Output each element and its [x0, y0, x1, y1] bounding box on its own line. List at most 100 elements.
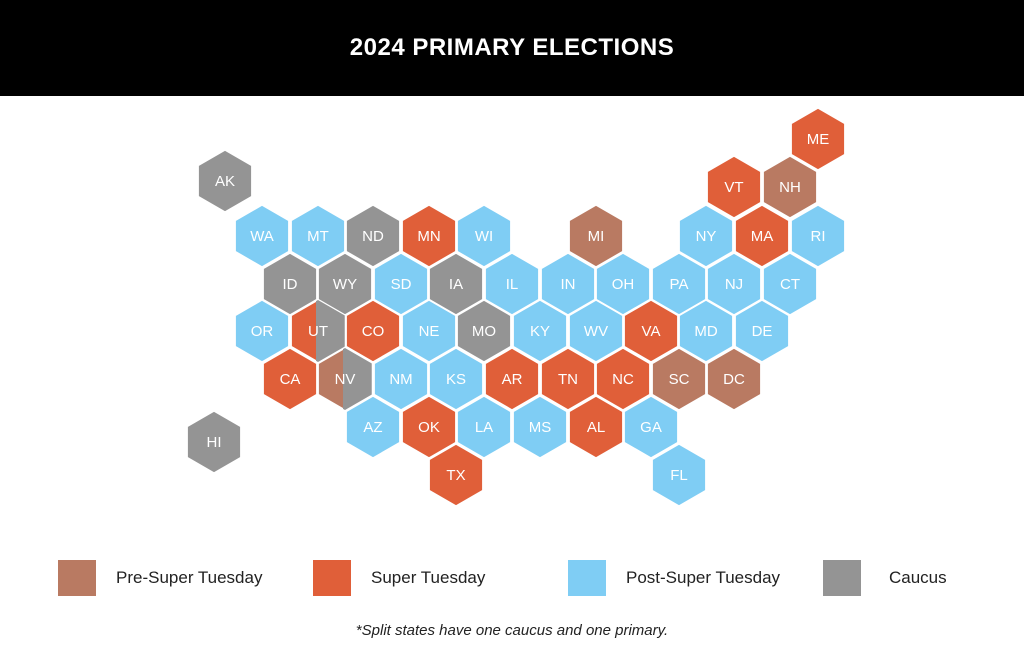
- state-tile-ms: [512, 395, 568, 459]
- state-label-ok: OK: [418, 419, 440, 436]
- legend-swatch-caucus: [823, 560, 861, 596]
- state-label-ny: NY: [696, 228, 717, 245]
- state-label-ct: CT: [780, 276, 800, 293]
- state-hex-ut: UT: [290, 299, 346, 363]
- state-hex-tn: TN: [540, 347, 596, 411]
- state-label-ms: MS: [529, 419, 552, 436]
- state-hex-sd: SD: [373, 252, 429, 316]
- legend-item-pre-super-tuesday: Pre-Super Tuesday: [58, 560, 262, 596]
- state-hex-ga: GA: [623, 395, 679, 459]
- state-tile-ri: [790, 204, 846, 268]
- state-tile-wa: [234, 204, 290, 268]
- state-hex-fl: FL: [651, 443, 707, 507]
- state-tile-me: [790, 107, 846, 171]
- legend-swatch-post: [568, 560, 606, 596]
- state-hex-ny: NY: [678, 204, 734, 268]
- state-label-wi: WI: [475, 228, 493, 245]
- state-hex-co: CO: [345, 299, 401, 363]
- state-tile-mn: [401, 204, 457, 268]
- footnote: *Split states have one caucus and one pr…: [355, 622, 669, 639]
- state-tile-hi: [186, 410, 242, 474]
- state-hex-ok: OK: [401, 395, 457, 459]
- state-label-nm: NM: [389, 371, 412, 388]
- state-label-mo: MO: [472, 323, 496, 340]
- state-hex-il: IL: [484, 252, 540, 316]
- state-tile-or: [234, 299, 290, 363]
- state-label-mi: MI: [588, 228, 605, 245]
- state-hex-ms: MS: [512, 395, 568, 459]
- state-label-id: ID: [283, 276, 298, 293]
- state-label-ut: UT: [308, 323, 328, 340]
- state-tile-in: [540, 252, 596, 316]
- state-label-me: ME: [807, 131, 830, 148]
- state-hex-in: IN: [540, 252, 596, 316]
- state-hex-wi: WI: [456, 204, 512, 268]
- state-label-ar: AR: [502, 371, 523, 388]
- state-hex-nm: NM: [373, 347, 429, 411]
- state-hex-mi: MI: [568, 204, 624, 268]
- state-hex-wa: WA: [234, 204, 290, 268]
- state-label-nh: NH: [779, 179, 801, 196]
- legend-item-super-tuesday: Super Tuesday: [313, 560, 485, 596]
- state-label-nj: NJ: [725, 276, 743, 293]
- state-hex-mt: MT: [290, 204, 346, 268]
- state-label-md: MD: [694, 323, 717, 340]
- state-tile-nh: [762, 155, 818, 219]
- state-label-tn: TN: [558, 371, 578, 388]
- state-tile-wv: [568, 299, 624, 363]
- state-tile-ca: [262, 347, 318, 411]
- state-tile-al: [568, 395, 624, 459]
- state-hex-oh: OH: [595, 252, 651, 316]
- legend-swatch-super: [313, 560, 351, 596]
- state-label-ga: GA: [640, 419, 662, 436]
- state-hex-nv: NV: [317, 347, 373, 411]
- state-tile-mi: [568, 204, 624, 268]
- state-hex-wv: WV: [568, 299, 624, 363]
- legend-item-caucus: Caucus: [823, 560, 947, 596]
- state-tile-dc: [706, 347, 762, 411]
- state-tile-wi: [456, 204, 512, 268]
- state-hex-dc: DC: [706, 347, 762, 411]
- state-hex-ar: AR: [484, 347, 540, 411]
- state-label-pa: PA: [670, 276, 689, 293]
- state-tile-mo: [456, 299, 512, 363]
- state-label-la: LA: [475, 419, 493, 436]
- state-tile-de: [734, 299, 790, 363]
- state-label-mt: MT: [307, 228, 329, 245]
- state-hex-sc: SC: [651, 347, 707, 411]
- state-tile-ak: [197, 149, 253, 213]
- state-hex-id: ID: [262, 252, 318, 316]
- state-label-va: VA: [642, 323, 661, 340]
- split-half-ut: [316, 300, 345, 362]
- state-label-ia: IA: [449, 276, 463, 293]
- state-label-in: IN: [561, 276, 576, 293]
- state-hex-ma: MA: [734, 204, 790, 268]
- map-title: 2024 PRIMARY ELECTIONS: [349, 34, 675, 61]
- state-hex-ky: KY: [512, 299, 568, 363]
- state-hex-hi: HI: [186, 410, 242, 474]
- state-hex-ct: CT: [762, 252, 818, 316]
- state-tile-ne: [401, 299, 457, 363]
- state-tile-ga: [623, 395, 679, 459]
- state-label-tx: TX: [446, 467, 465, 484]
- state-tile-nj: [706, 252, 762, 316]
- state-label-or: OR: [251, 323, 274, 340]
- legend-label-caucus: Caucus: [889, 568, 947, 587]
- state-hex-al: AL: [568, 395, 624, 459]
- state-tile-ks: [428, 347, 484, 411]
- state-hex-ks: KS: [428, 347, 484, 411]
- state-hex-me: ME: [790, 107, 846, 171]
- state-tile-va: [623, 299, 679, 363]
- legend-swatch-pre: [58, 560, 96, 596]
- state-hex-nc: NC: [595, 347, 651, 411]
- state-hex-vt: VT: [706, 155, 762, 219]
- state-tile-id: [262, 252, 318, 316]
- state-tile-mt: [290, 204, 346, 268]
- state-tile-il: [484, 252, 540, 316]
- state-hex-md: MD: [678, 299, 734, 363]
- state-label-az: AZ: [363, 419, 382, 436]
- state-label-ak: AK: [215, 173, 235, 190]
- state-tile-nm: [373, 347, 429, 411]
- state-tile-sd: [373, 252, 429, 316]
- state-label-co: CO: [362, 323, 385, 340]
